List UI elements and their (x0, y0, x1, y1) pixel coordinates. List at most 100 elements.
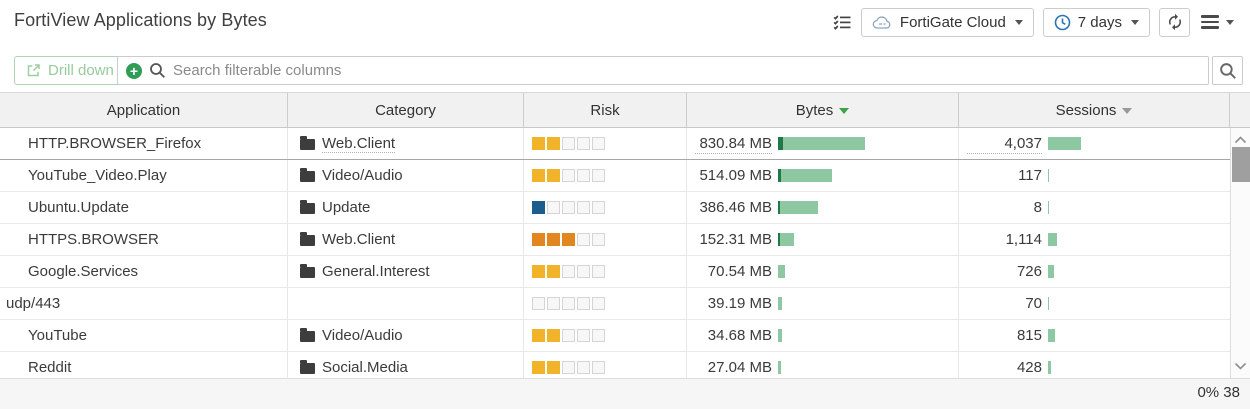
risk-square (562, 361, 575, 374)
category-label[interactable]: General.Interest (322, 263, 430, 280)
scroll-up-icon[interactable] (1234, 131, 1247, 149)
status-bar: 0% 38 (0, 378, 1250, 409)
bytes-cell: 27.04 MB (687, 352, 959, 378)
sessions-value[interactable]: 8 (1033, 199, 1042, 216)
category-label[interactable]: Video/Audio (322, 167, 403, 184)
bytes-value[interactable]: 39.19 MB (707, 295, 772, 312)
sessions-value[interactable]: 4,037 (967, 134, 1042, 154)
risk-cell (524, 320, 687, 351)
search-icon (149, 62, 166, 79)
application-name: YouTube_Video.Play (28, 167, 167, 184)
bytes-value[interactable]: 830.84 MB (695, 134, 772, 154)
risk-square (577, 201, 590, 214)
bytes-cell: 34.68 MB (687, 320, 959, 351)
sessions-value[interactable]: 1,114 (1005, 231, 1042, 248)
risk-square (592, 297, 605, 310)
time-period-dropdown[interactable]: 7 days (1042, 7, 1150, 37)
scrollbar-thumb[interactable] (1232, 147, 1250, 182)
sessions-bar (1048, 297, 1049, 310)
category-cell: Web.Client (288, 224, 524, 255)
application-cell: Ubuntu.Update (0, 192, 288, 223)
vertical-scrollbar[interactable] (1230, 128, 1250, 378)
table-row[interactable]: udp/443 39.19 MB 70 (0, 288, 1230, 320)
sessions-cell: 428 (959, 352, 1230, 378)
risk-cell (524, 160, 687, 191)
application-cell: Google.Services (0, 256, 288, 287)
table-row[interactable]: Reddit Social.Media 27.04 MB 428 (0, 352, 1230, 378)
risk-square (592, 169, 605, 182)
category-label[interactable]: Video/Audio (322, 327, 403, 344)
column-header-application[interactable]: Application (0, 93, 288, 127)
search-icon (1219, 62, 1237, 80)
sessions-value[interactable]: 70 (1025, 295, 1042, 312)
risk-square (532, 169, 545, 182)
sessions-cell: 815 (959, 320, 1230, 351)
table-row[interactable]: Google.Services General.Interest 70.54 M… (0, 256, 1230, 288)
add-filter-icon[interactable]: + (126, 62, 142, 79)
bytes-value[interactable]: 514.09 MB (699, 167, 772, 184)
chevron-down-icon (1131, 19, 1139, 25)
bytes-cell: 70.54 MB (687, 256, 959, 287)
scroll-down-icon[interactable] (1234, 357, 1247, 375)
sessions-value[interactable]: 815 (1016, 327, 1042, 344)
column-header-bytes[interactable]: Bytes (687, 93, 959, 127)
risk-square (592, 361, 605, 374)
sessions-cell: 4,037 (959, 128, 1230, 159)
sessions-value[interactable]: 726 (1016, 263, 1042, 280)
drill-down-button[interactable]: Drill down (14, 56, 126, 85)
clock-icon (1054, 14, 1071, 31)
sessions-cell: 1,114 (959, 224, 1230, 255)
bytes-cell: 830.84 MB (687, 128, 959, 159)
application-cell: HTTPS.BROWSER (0, 224, 288, 255)
risk-square (577, 329, 590, 342)
sessions-value[interactable]: 117 (1018, 167, 1042, 184)
category-label[interactable]: Social.Media (322, 359, 408, 376)
bytes-value[interactable]: 152.31 MB (699, 231, 772, 248)
risk-square (562, 329, 575, 342)
application-name: HTTPS.BROWSER (28, 231, 159, 248)
bytes-value[interactable]: 386.46 MB (699, 199, 772, 216)
column-header-risk[interactable]: Risk (524, 93, 687, 127)
table-row[interactable]: HTTPS.BROWSER Web.Client 152.31 MB 1,114 (0, 224, 1230, 256)
risk-square (562, 169, 575, 182)
refresh-button[interactable] (1159, 7, 1190, 37)
risk-cell (524, 192, 687, 223)
column-header-category[interactable]: Category (288, 93, 524, 127)
risk-square (592, 201, 605, 214)
bytes-bar (778, 233, 794, 246)
sort-descending-icon (839, 108, 850, 114)
table-row[interactable]: YouTube Video/Audio 34.68 MB 815 (0, 320, 1230, 352)
search-button[interactable] (1212, 56, 1243, 85)
category-label[interactable]: Web.Client (322, 231, 396, 248)
risk-square (592, 137, 605, 150)
bytes-value[interactable]: 27.04 MB (707, 359, 772, 376)
sort-descending-icon (1122, 108, 1133, 114)
bytes-bar (778, 169, 832, 182)
table-row[interactable]: YouTube_Video.Play Video/Audio 514.09 MB… (0, 160, 1230, 192)
table-row[interactable]: HTTP.BROWSER_Firefox Web.Client 830.84 M… (0, 128, 1230, 160)
column-settings-icon[interactable] (833, 14, 852, 31)
hamburger-icon (1201, 15, 1219, 29)
bytes-value[interactable]: 70.54 MB (707, 263, 772, 280)
application-cell: HTTP.BROWSER_Firefox (0, 128, 288, 159)
bytes-value[interactable]: 34.68 MB (707, 327, 772, 344)
risk-square (577, 137, 590, 150)
sessions-bar (1048, 201, 1049, 214)
settings-menu-button[interactable] (1199, 13, 1236, 31)
device-dropdown[interactable]: FortiGate Cloud (860, 7, 1034, 37)
table-row[interactable]: Ubuntu.Update Update 386.46 MB 8 (0, 192, 1230, 224)
risk-square (532, 329, 545, 342)
table-body: HTTP.BROWSER_Firefox Web.Client 830.84 M… (0, 128, 1230, 378)
search-input[interactable] (173, 62, 1200, 79)
category-label[interactable]: Update (322, 199, 371, 216)
column-header-sessions[interactable]: Sessions (959, 93, 1230, 127)
sessions-value[interactable]: 428 (1016, 359, 1042, 376)
risk-square (547, 297, 560, 310)
bytes-bar (778, 329, 782, 342)
risk-square (532, 361, 545, 374)
category-label[interactable]: Web.Client (322, 134, 396, 153)
application-cell: YouTube_Video.Play (0, 160, 288, 191)
filter-bar: + (117, 56, 1209, 85)
risk-square (547, 201, 560, 214)
